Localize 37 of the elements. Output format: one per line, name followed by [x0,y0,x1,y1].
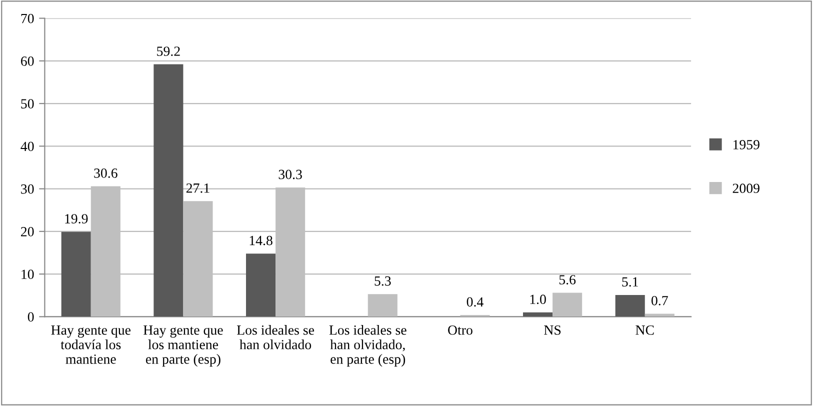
legend-label: 2009 [732,184,760,194]
data-label: 27.1 [186,183,210,193]
x-tick-label: Hay gente que los mantiene en parte (esp) [144,326,223,367]
data-label: 19.9 [65,214,88,224]
y-tick-label: 10 [22,270,34,280]
bar [154,64,184,317]
data-label: 5.3 [374,276,391,286]
x-tick-label: NC [636,325,654,335]
data-label: 5.1 [622,277,638,287]
x-tick-label: Los ideales se han olvidado, en parte (esp) [329,325,406,367]
data-label: 14.8 [250,236,272,246]
x-tick-label: Hay gente que todavía los mantiene [51,326,131,364]
legend-label: 1959 [733,140,760,150]
y-tick-label: 20 [21,227,34,236]
bar [246,254,276,317]
data-label: 30.3 [278,170,302,180]
bar [615,294,645,317]
bar [552,292,582,317]
y-tick-label: 60 [21,56,34,66]
y-tick-label: 50 [21,99,34,108]
y-tick-label: 40 [20,142,34,152]
data-label: 1.0 [530,294,546,304]
data-label: 5.6 [559,275,576,284]
x-tick-label: Los ideales se han olvidado [236,325,314,350]
y-tick-label: 30 [21,184,34,194]
bar [523,312,553,317]
x-tick-label: Otro [448,325,472,335]
data-label: 59.2 [157,46,180,56]
data-label: 0.4 [466,297,484,307]
data-label: 30.6 [94,168,118,178]
bar [61,232,91,317]
x-tick-label: NS [544,325,561,335]
y-tick-label: 0 [28,312,34,322]
y-tick-label: 70 [21,14,34,24]
bar [644,314,674,317]
data-label: 0.7 [652,296,668,306]
bar [368,294,398,317]
